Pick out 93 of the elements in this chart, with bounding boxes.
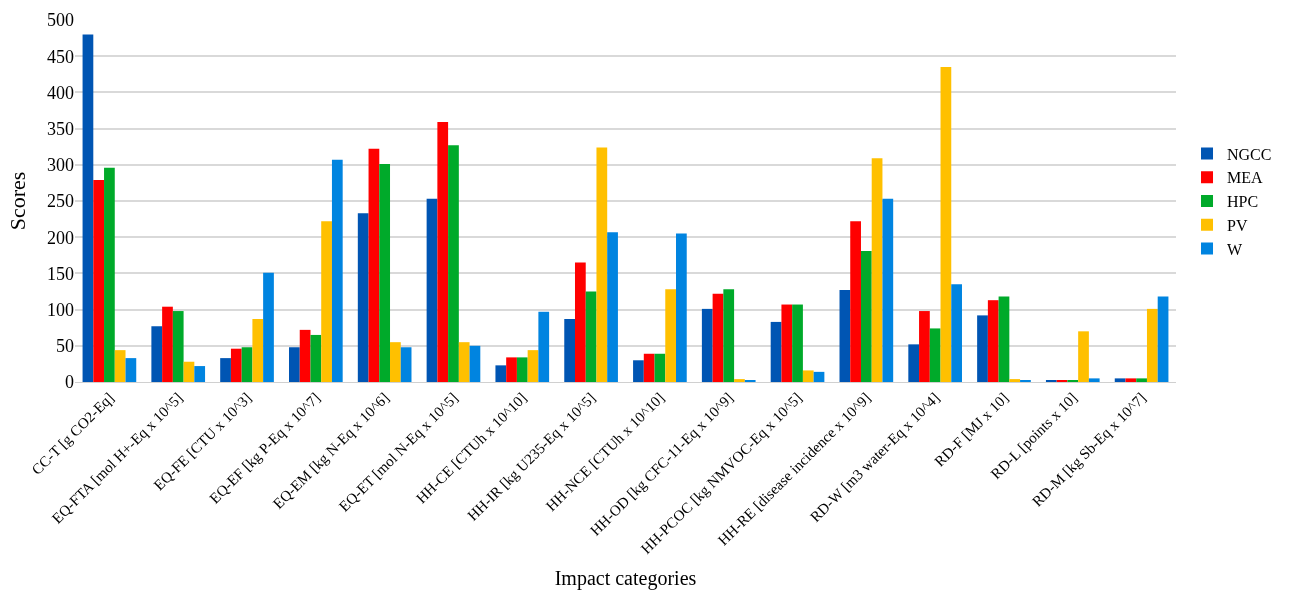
bar [665,289,677,382]
bar [230,348,242,382]
bar [194,366,206,382]
legend-label: HPC [1227,193,1259,211]
bar [437,122,449,382]
bar [426,198,438,382]
bar [908,344,920,382]
bar [676,233,687,382]
y-tick-label: 0 [65,372,74,393]
bar [516,357,528,382]
bar [310,334,322,382]
x-axis-title: Impact categories [554,567,697,591]
bar [781,304,793,382]
bar [850,221,861,382]
bar [241,347,253,382]
bar [299,329,311,382]
bar [1157,296,1169,382]
bar [839,290,851,382]
y-tick-label: 150 [47,263,74,284]
bar [538,311,550,382]
bar [1136,378,1147,382]
bar [1125,378,1137,382]
bar [220,358,231,382]
bar [987,300,999,382]
bar [321,221,332,382]
y-tick-label: 50 [56,336,74,357]
bar [734,379,745,382]
bar [495,365,507,382]
y-axis-title: Scores [4,171,30,231]
bar [813,371,825,382]
y-tick-label: 300 [47,155,74,176]
bar [564,319,575,382]
bar [331,159,343,382]
bar [723,289,735,382]
bar [977,315,988,382]
bar [448,145,459,382]
y-tick-label: 500 [47,10,74,31]
bar [125,358,137,382]
bar [390,342,401,382]
y-tick-label: 350 [47,118,74,139]
bar [93,180,105,382]
bar [882,198,894,382]
bar [506,357,517,382]
bar [183,361,195,382]
bar [585,291,597,382]
bar [607,232,618,382]
legend-label: NGCC [1227,145,1272,163]
y-tick-label: 200 [47,227,74,248]
bar [712,293,724,382]
y-tick-label: 400 [47,82,74,103]
bar [400,347,412,382]
bar [263,272,274,382]
bar [1088,378,1100,382]
bar [643,353,655,382]
bar [1114,378,1126,382]
bar [104,167,115,382]
bar [633,360,644,382]
bar [368,148,380,382]
bar [458,342,470,382]
bar [172,311,184,382]
bar [919,311,930,382]
bar [1078,331,1089,382]
bar [252,319,264,382]
bar [792,304,803,382]
bar [379,164,391,382]
bar [871,158,883,382]
y-tick-label: 250 [47,191,74,212]
bar [151,326,163,382]
bar [1146,308,1158,382]
bar [527,350,539,382]
bar [951,284,962,382]
legend-label: W [1227,240,1244,258]
bar [574,262,586,382]
bar [802,370,814,382]
bar [114,350,126,382]
bar [998,296,1010,382]
legend-label: MEA [1227,169,1264,187]
bar [82,34,94,382]
bar [701,308,713,382]
bar [289,347,300,382]
y-tick-label: 450 [47,46,74,67]
bar [940,67,952,382]
bar [929,328,941,382]
bar [162,306,173,382]
bar [860,250,872,382]
bar [770,321,782,382]
legend-label: PV [1227,217,1248,235]
bar [1009,379,1021,382]
bar [469,345,481,382]
bar [654,353,666,382]
bar [357,213,369,382]
y-tick-label: 100 [47,299,74,320]
bar [596,147,608,382]
